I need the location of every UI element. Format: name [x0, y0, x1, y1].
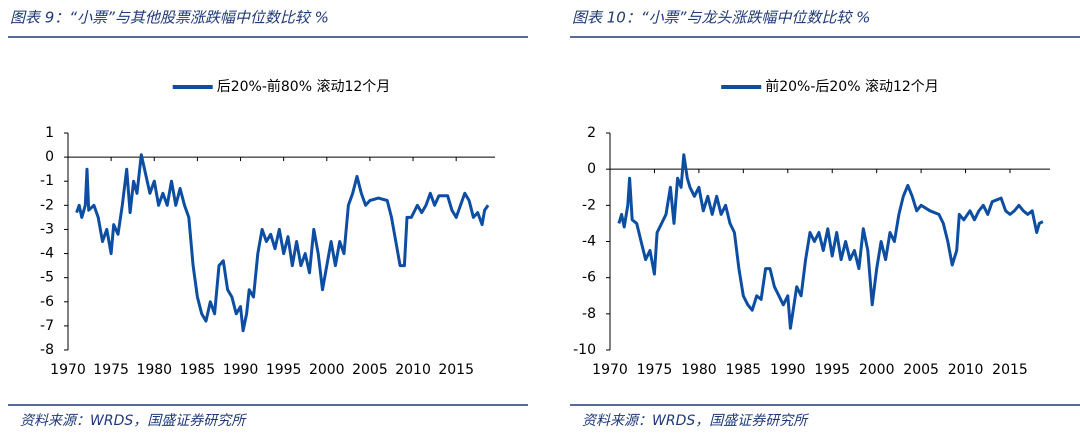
x-tick-label: 2000	[859, 362, 895, 378]
y-tick-label: -8	[582, 306, 596, 322]
x-tick-label: 1980	[136, 362, 172, 378]
y-tick-label: 1	[45, 125, 54, 141]
source: 资料来源：WRDS，国盛证券研究所	[20, 413, 247, 429]
y-tick-label: -6	[40, 294, 54, 310]
series-line	[617, 153, 1044, 330]
x-tick-label: 2010	[948, 362, 984, 378]
y-tick-label: -3	[40, 221, 54, 237]
x-tick-label: 1975	[637, 362, 673, 378]
x-tick-label: 2015	[992, 362, 1028, 378]
y-tick-label: -5	[40, 270, 54, 286]
y-tick-label: -10	[573, 342, 596, 358]
x-tick-label: 2005	[903, 362, 939, 378]
x-tick-label: 1985	[180, 362, 216, 378]
x-tick-label: 1970	[50, 362, 86, 378]
y-tick-label: -2	[40, 197, 54, 213]
x-tick-label: 1970	[592, 362, 628, 378]
x-tick-label: 2015	[438, 362, 474, 378]
y-tick-label: -8	[40, 342, 54, 358]
y-tick-label: -7	[40, 318, 54, 334]
x-tick-label: 2010	[395, 362, 431, 378]
y-tick-label: 0	[45, 149, 54, 165]
x-tick-label: 2000	[309, 362, 345, 378]
x-tick-label: 1990	[770, 362, 806, 378]
x-tick-label: 1990	[223, 362, 259, 378]
x-tick-label: 1985	[726, 362, 762, 378]
series-line	[75, 153, 490, 333]
legend-label: 前20%-后20% 滚动12个月	[765, 78, 939, 95]
y-tick-label: 2	[587, 125, 596, 141]
legend-label: 后20%-前80% 滚动12个月	[217, 78, 391, 95]
x-tick-label: 2005	[352, 362, 388, 378]
y-tick-label: 0	[587, 161, 596, 177]
y-tick-label: -1	[40, 173, 54, 189]
y-tick-label: -4	[582, 234, 596, 250]
chart-title: 图表 9：“小票”与其他股票涨跌幅中位数比较 %	[10, 9, 329, 27]
x-tick-label: 1980	[681, 362, 717, 378]
source: 资料来源：WRDS，国盛证券研究所	[582, 413, 809, 429]
chart-title: 图表 10：“小票”与龙头涨跌幅中位数比较 %	[572, 9, 870, 27]
x-tick-label: 1975	[93, 362, 129, 378]
y-tick-label: -2	[582, 197, 596, 213]
x-tick-label: 1995	[814, 362, 850, 378]
x-tick-label: 1995	[266, 362, 302, 378]
y-tick-label: -6	[582, 270, 596, 286]
y-tick-label: -4	[40, 246, 54, 262]
